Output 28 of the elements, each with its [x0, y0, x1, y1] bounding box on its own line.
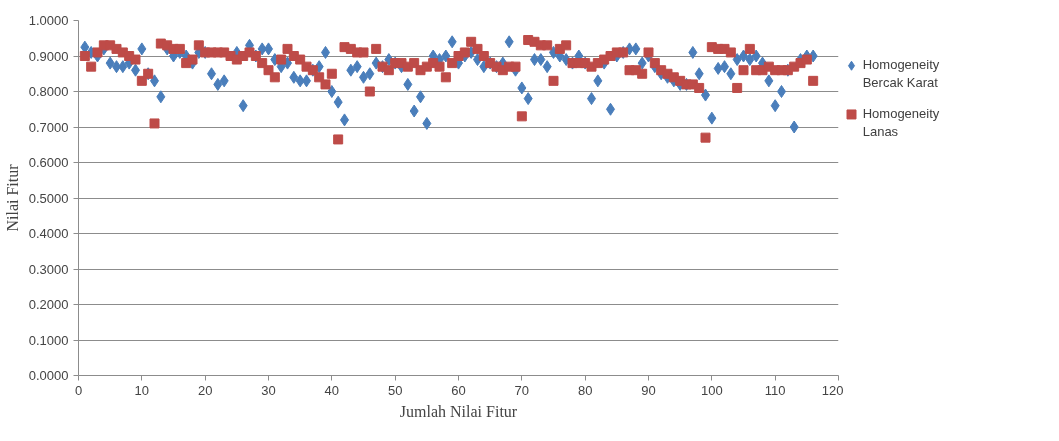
x-axis-title: Jumlah Nilai Fitur — [399, 402, 518, 420]
x-tick-label: 0 — [74, 382, 83, 398]
y-tick-label: 0.4000 — [28, 226, 69, 241]
x-tick-label: 10 — [134, 382, 150, 398]
x-tick-label: 50 — [387, 382, 403, 398]
y-tick-label: 0.6000 — [28, 155, 69, 170]
y-tick-label: 0.8000 — [28, 84, 69, 99]
y-tick-label: 0.0000 — [28, 368, 69, 383]
legend-label: Homogeneity Lanas — [862, 105, 940, 139]
y-tick-label: 0.7000 — [28, 119, 69, 135]
x-tick-label: 120 — [821, 382, 844, 398]
y-axis-title: Nilai Fitur — [3, 163, 21, 232]
x-tick-label: 40 — [324, 382, 340, 398]
y-tick-label: 0.5000 — [28, 190, 69, 206]
x-tick-label: 70 — [514, 382, 530, 398]
x-tick-label: 30 — [261, 382, 276, 398]
legend-label: Homogeneity Bercak Karat — [862, 57, 940, 91]
y-tick-label: 0.9000 — [28, 48, 69, 64]
y-tick-label: 0.2000 — [28, 297, 69, 312]
x-tick-label: 60 — [451, 382, 466, 398]
x-tick-label: 80 — [577, 382, 593, 398]
y-tick-label: 0.3000 — [28, 261, 69, 277]
x-tick-label: 100 — [700, 382, 723, 398]
x-tick-label: 90 — [641, 382, 656, 398]
y-tick-label: 1.0000 — [28, 13, 69, 28]
x-tick-label: 20 — [197, 382, 213, 398]
x-tick-label: 110 — [764, 382, 786, 398]
y-tick-label: 0.1000 — [28, 332, 69, 348]
